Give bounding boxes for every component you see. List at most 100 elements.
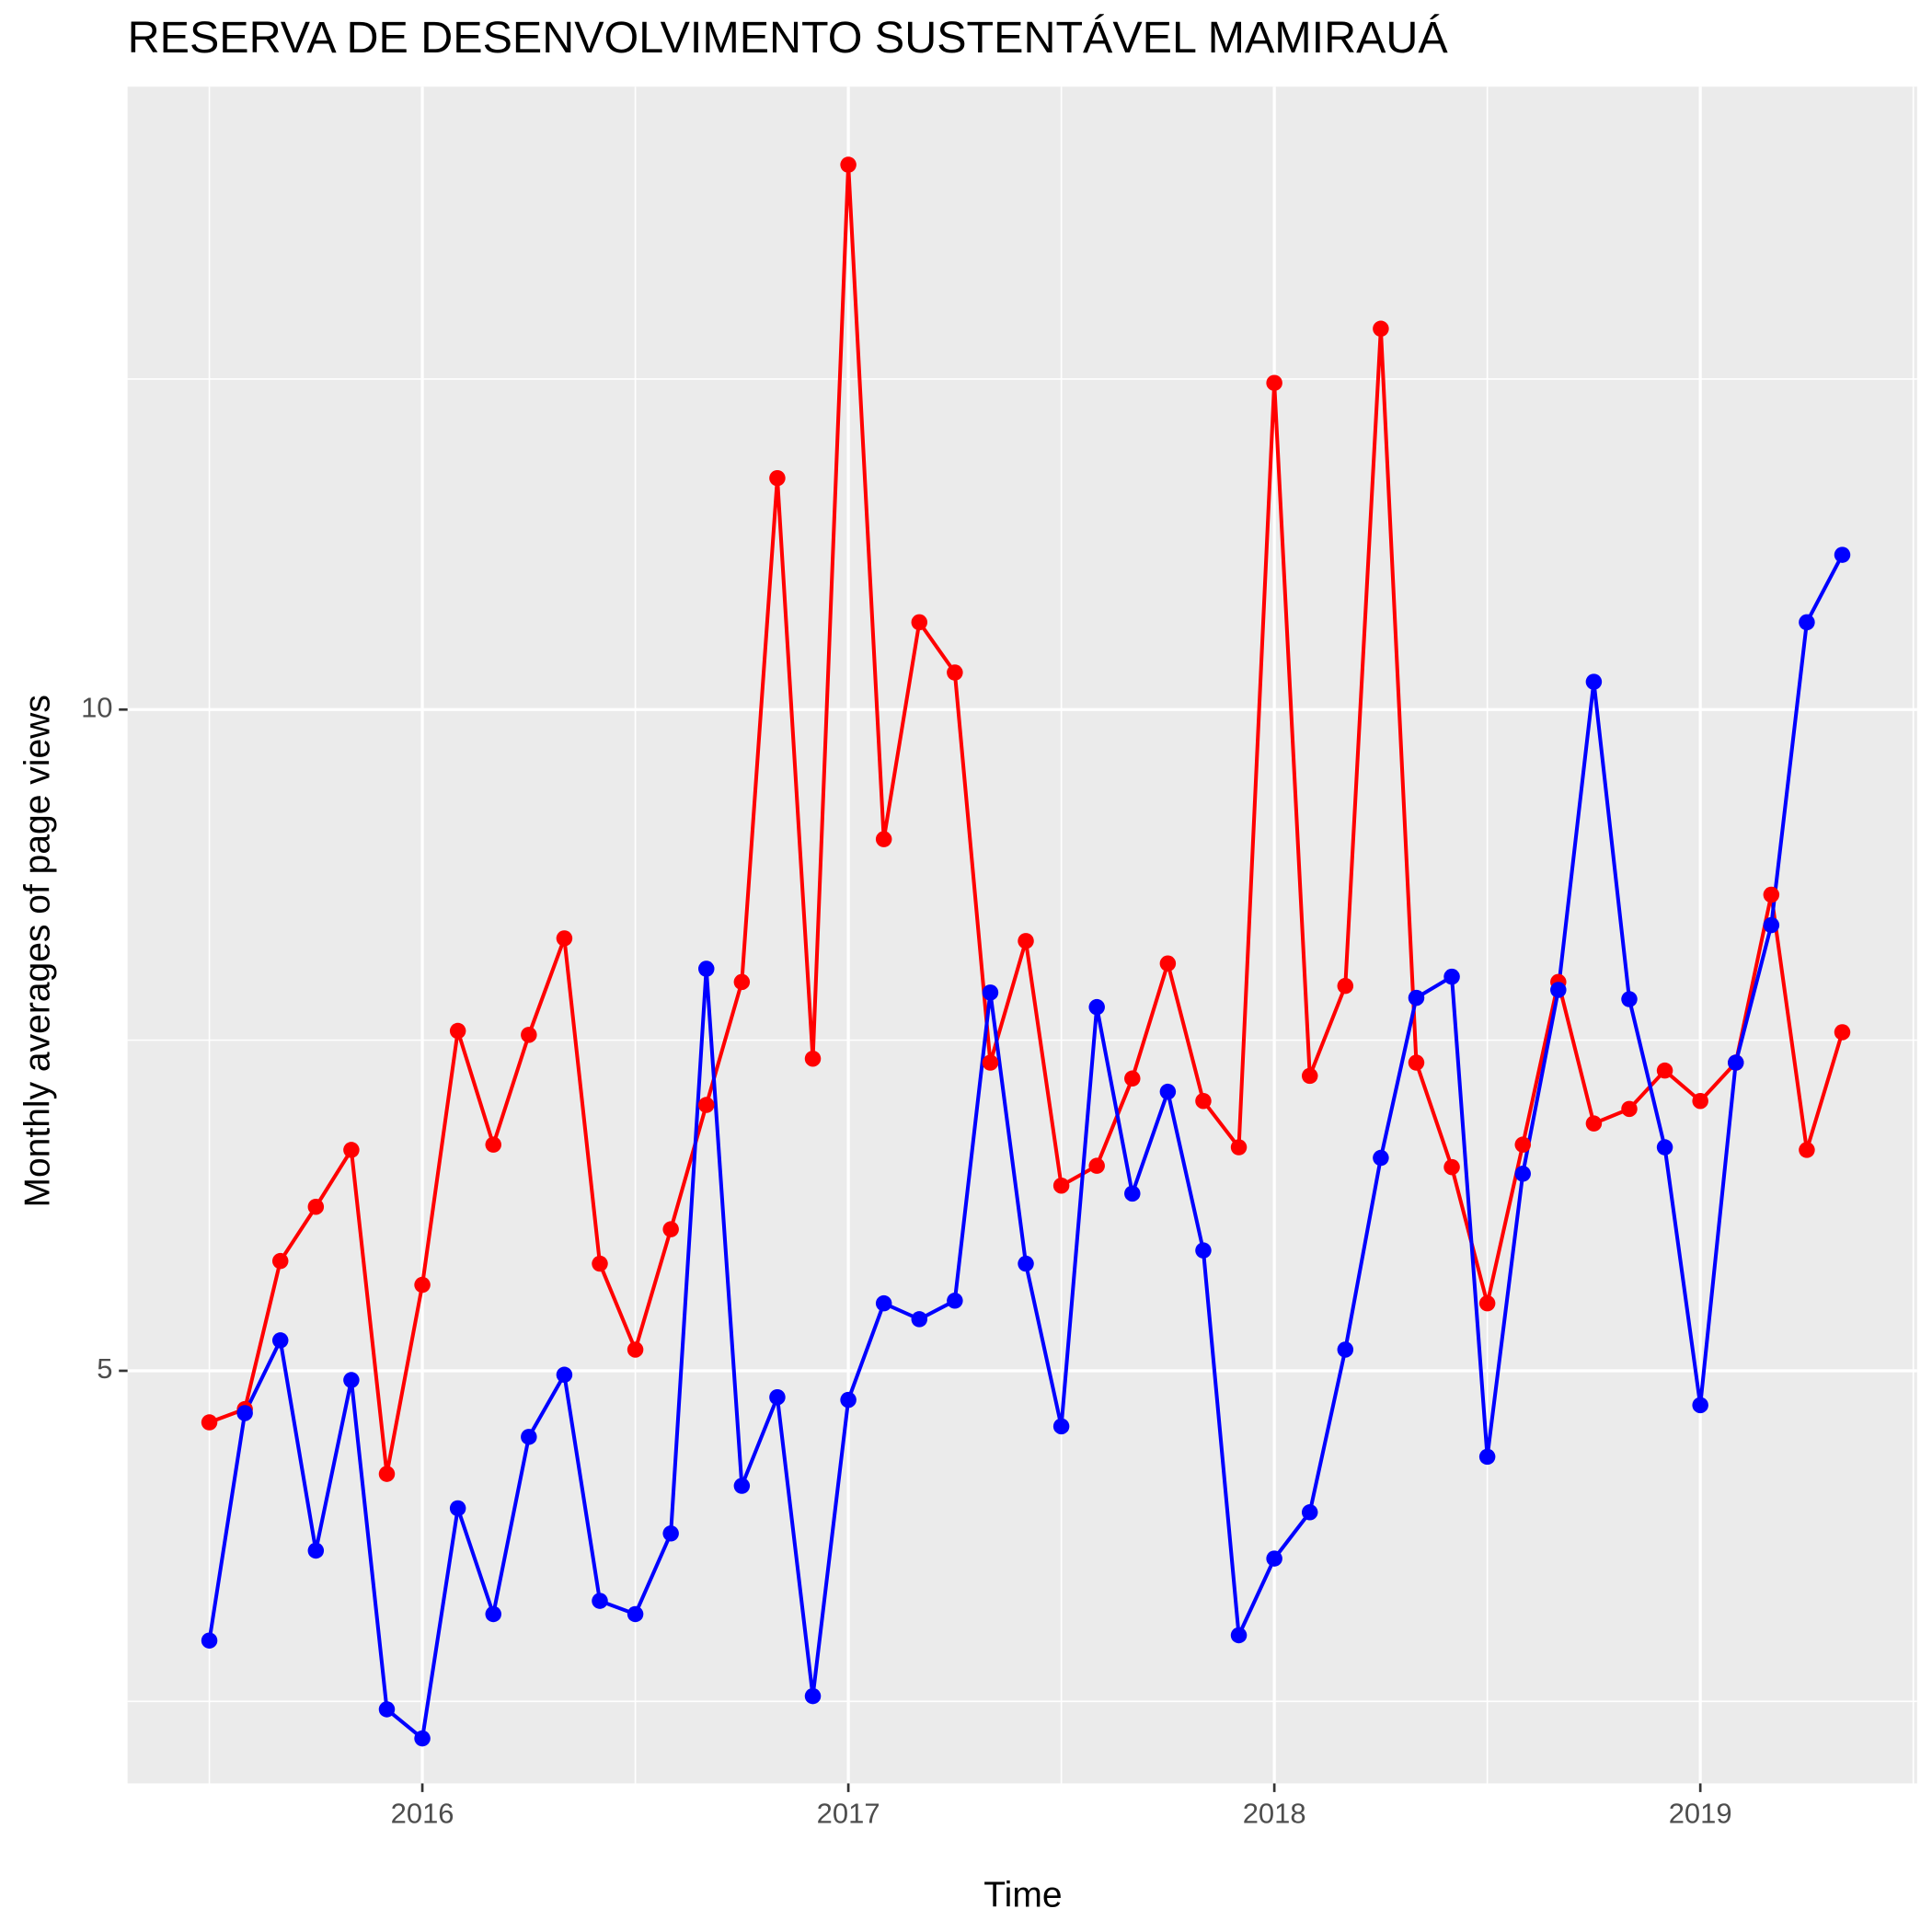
data-point (307, 1198, 325, 1215)
x-tick-label: 2018 (1243, 1798, 1306, 1830)
data-point (911, 614, 928, 631)
data-point (521, 1429, 537, 1445)
data-point (1692, 1092, 1708, 1110)
data-point (1088, 998, 1105, 1016)
data-point (343, 1372, 360, 1388)
data-point (840, 156, 857, 173)
x-tick-label: 2019 (1669, 1798, 1732, 1830)
data-point (201, 1632, 218, 1649)
x-tick-label: 2017 (817, 1798, 880, 1830)
data-point (1088, 1157, 1105, 1174)
data-point (804, 1687, 822, 1705)
data-point (1052, 1418, 1070, 1435)
data-point (662, 1525, 679, 1542)
data-point (1408, 1054, 1425, 1071)
data-point (592, 1593, 608, 1609)
data-point (1159, 955, 1177, 972)
data-point (271, 1332, 289, 1349)
data-point (1408, 989, 1425, 1006)
data-point (556, 1366, 573, 1384)
data-point (662, 1221, 679, 1237)
data-point (201, 1414, 218, 1431)
x-tick-label: 2016 (391, 1798, 454, 1830)
data-point (1692, 1397, 1708, 1414)
data-point (1266, 374, 1282, 391)
data-point (1799, 614, 1815, 631)
data-point (378, 1466, 396, 1482)
data-point (592, 1255, 608, 1272)
data-point (627, 1341, 644, 1358)
data-point (947, 1293, 963, 1309)
data-point (1799, 1142, 1815, 1158)
data-point (769, 1388, 786, 1406)
data-point (982, 1054, 999, 1071)
data-point (1621, 991, 1638, 1007)
data-point (1195, 1242, 1212, 1259)
data-point (1656, 1062, 1673, 1079)
data-point (1230, 1627, 1248, 1644)
data-point (627, 1605, 644, 1623)
data-point (1337, 1341, 1354, 1358)
data-point (414, 1276, 431, 1294)
x-axis-title: Time (983, 1876, 1062, 1915)
data-point (1656, 1139, 1673, 1156)
data-point (982, 984, 999, 1001)
data-point (1763, 886, 1780, 903)
data-point (875, 1294, 892, 1312)
y-axis-title: Monthly averages of page views (17, 695, 57, 1207)
data-point (236, 1405, 253, 1421)
data-point (1124, 1070, 1141, 1087)
data-point (1514, 1136, 1531, 1153)
data-point (1373, 320, 1389, 338)
data-point (1621, 1100, 1638, 1118)
data-point (1159, 1083, 1177, 1100)
y-tick-label: 5 (97, 1352, 112, 1385)
data-point (307, 1542, 325, 1559)
data-point (378, 1701, 396, 1718)
data-point (733, 1478, 751, 1494)
data-point (485, 1136, 501, 1153)
y-tick-label: 10 (81, 691, 112, 723)
data-point (343, 1142, 360, 1158)
data-point (1266, 1550, 1282, 1567)
data-point (1052, 1177, 1070, 1194)
data-point (485, 1605, 501, 1623)
data-point (1018, 1255, 1034, 1272)
data-point (1230, 1139, 1248, 1156)
data-point (1018, 933, 1034, 949)
data-point (1301, 1067, 1318, 1085)
data-point (1124, 1185, 1141, 1202)
data-point (698, 960, 715, 977)
data-point (1834, 1024, 1851, 1041)
data-point (1195, 1092, 1212, 1110)
data-point (1834, 546, 1851, 563)
data-point (1585, 1115, 1603, 1132)
data-point (521, 1027, 537, 1043)
data-point (698, 1097, 715, 1113)
data-point (769, 469, 786, 487)
data-point (733, 973, 751, 991)
data-point (1373, 1149, 1389, 1167)
data-point (1443, 968, 1460, 985)
data-point (449, 1022, 466, 1040)
data-point (1478, 1448, 1496, 1466)
data-point (1727, 1054, 1744, 1071)
data-point (911, 1311, 928, 1328)
data-point (1550, 982, 1567, 998)
data-point (1514, 1166, 1531, 1182)
data-point (556, 930, 573, 947)
data-point (947, 664, 963, 681)
data-point (875, 831, 892, 847)
data-point (1301, 1504, 1318, 1521)
data-point (449, 1500, 466, 1517)
chart-title: RESERVA DE DESENVOLVIMENTO SUSTENTÁVEL M… (128, 13, 1449, 63)
data-point (1478, 1294, 1496, 1312)
data-point (1585, 673, 1603, 690)
data-point (804, 1050, 822, 1067)
data-point (271, 1252, 289, 1270)
data-point (1337, 977, 1354, 995)
data-point (414, 1730, 431, 1747)
data-point (1763, 916, 1780, 934)
